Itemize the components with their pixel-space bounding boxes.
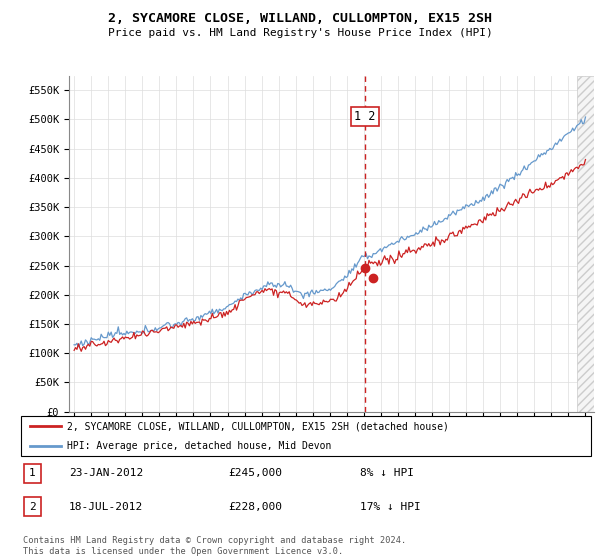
Text: 23-JAN-2012: 23-JAN-2012 <box>69 468 143 478</box>
Text: 2, SYCAMORE CLOSE, WILLAND, CULLOMPTON, EX15 2SH (detached house): 2, SYCAMORE CLOSE, WILLAND, CULLOMPTON, … <box>67 421 448 431</box>
Text: 8% ↓ HPI: 8% ↓ HPI <box>360 468 414 478</box>
Bar <box>577 76 594 412</box>
Text: £245,000: £245,000 <box>228 468 282 478</box>
FancyBboxPatch shape <box>21 416 591 456</box>
Text: Contains HM Land Registry data © Crown copyright and database right 2024.
This d: Contains HM Land Registry data © Crown c… <box>23 536 406 556</box>
Text: Price paid vs. HM Land Registry's House Price Index (HPI): Price paid vs. HM Land Registry's House … <box>107 28 493 38</box>
Text: 17% ↓ HPI: 17% ↓ HPI <box>360 502 421 512</box>
Text: 1 2: 1 2 <box>354 110 376 123</box>
FancyBboxPatch shape <box>24 497 41 516</box>
FancyBboxPatch shape <box>24 464 41 483</box>
Text: 2, SYCAMORE CLOSE, WILLAND, CULLOMPTON, EX15 2SH: 2, SYCAMORE CLOSE, WILLAND, CULLOMPTON, … <box>108 12 492 25</box>
Text: HPI: Average price, detached house, Mid Devon: HPI: Average price, detached house, Mid … <box>67 441 331 451</box>
Text: 2: 2 <box>29 502 36 512</box>
Text: 1: 1 <box>29 468 36 478</box>
Bar <box>577 76 594 412</box>
Text: £228,000: £228,000 <box>228 502 282 512</box>
Text: 18-JUL-2012: 18-JUL-2012 <box>69 502 143 512</box>
